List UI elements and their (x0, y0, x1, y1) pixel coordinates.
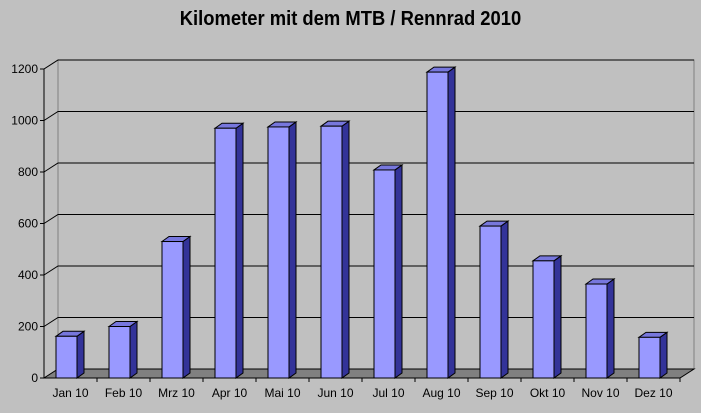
bar-side (553, 254, 562, 379)
bar-side (129, 320, 138, 379)
bar-side (606, 278, 615, 379)
bar (319, 120, 351, 379)
bar-front (320, 125, 343, 379)
bar (478, 220, 510, 379)
x-tick-label: Feb 10 (105, 386, 143, 400)
bar-side (447, 66, 456, 379)
x-tick-label: Jan 10 (52, 386, 88, 400)
bar (637, 331, 669, 379)
bar-front (532, 260, 555, 379)
x-tick-label: Nov 10 (581, 386, 619, 400)
chart-title: Kilometer mit dem MTB / Rennrad 2010 (179, 8, 522, 30)
bar-front (108, 326, 131, 379)
y-tick-label: 0 (31, 371, 38, 385)
x-tick-label: Sep 10 (475, 386, 513, 400)
bar (160, 235, 192, 379)
bar-front (267, 126, 290, 379)
bar-side (235, 122, 244, 379)
bar-side (659, 331, 668, 379)
x-tick-label: Jun 10 (317, 386, 353, 400)
bar-side (288, 120, 297, 379)
bar-side (341, 120, 350, 379)
y-tick-label: 600 (18, 217, 38, 231)
bar-side (76, 330, 85, 379)
bar (213, 122, 245, 379)
gridline (43, 162, 694, 173)
x-tick-label: Apr 10 (212, 386, 248, 400)
bar-front (373, 169, 396, 379)
bar-front (585, 283, 608, 379)
y-tick-label: 400 (18, 268, 38, 282)
y-tick-label: 200 (18, 320, 38, 334)
x-tick-label: Mrz 10 (158, 386, 195, 400)
x-tick-label: Okt 10 (530, 386, 566, 400)
y-tick-label: 800 (18, 165, 38, 179)
bar-front (479, 225, 502, 379)
bar-front (426, 71, 449, 379)
bar-side (182, 235, 191, 379)
bar (531, 254, 563, 379)
y-tick-label: 1000 (11, 114, 38, 128)
x-tick-label: Aug 10 (422, 386, 460, 400)
bar (107, 320, 139, 379)
bar-front (161, 241, 184, 379)
bar-side (394, 163, 403, 379)
bar (372, 163, 404, 379)
x-tick-label: Dez 10 (634, 386, 672, 400)
gridline (43, 214, 694, 224)
bar-front (55, 335, 78, 379)
bar-side (500, 220, 509, 379)
bar (425, 66, 457, 379)
gridline (43, 111, 694, 121)
x-tick-label: Mai 10 (264, 386, 300, 400)
bar-front (638, 336, 661, 379)
y-tick-label: 1200 (11, 62, 38, 76)
bar-front (214, 127, 237, 379)
bar (266, 120, 298, 379)
x-tick-label: Jul 10 (372, 386, 404, 400)
bar (54, 330, 86, 379)
gridline (43, 59, 694, 70)
bar (584, 278, 616, 379)
